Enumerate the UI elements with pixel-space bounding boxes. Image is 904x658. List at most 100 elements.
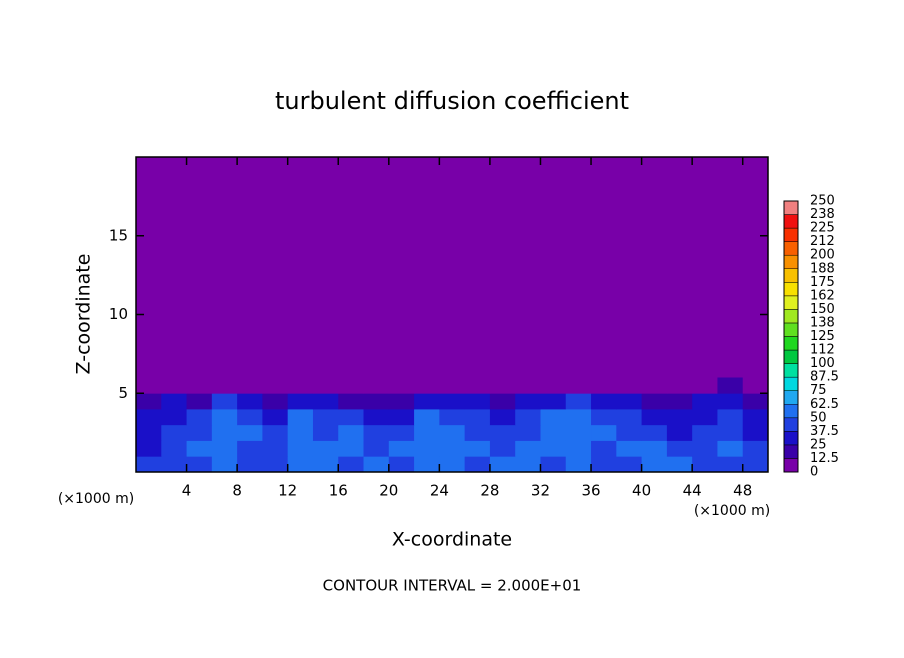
- field-cell: [540, 456, 567, 473]
- field-cell: [312, 409, 339, 426]
- field-cell: [237, 377, 263, 394]
- colorbar-label: 212: [810, 234, 835, 249]
- field-cell: [616, 424, 642, 441]
- colorbar-label: 225: [810, 221, 835, 236]
- field-cell: [515, 409, 541, 426]
- field-cell: [591, 456, 617, 473]
- field-cell: [616, 393, 642, 410]
- field-cell: [742, 456, 769, 473]
- colorbar-label: 200: [810, 248, 835, 263]
- field-cell: [717, 424, 744, 441]
- field-cell: [489, 409, 516, 426]
- x-tick-label: 12: [278, 482, 297, 500]
- y-axis-label: Z-coordinate: [73, 254, 95, 375]
- field-cell: [489, 456, 516, 473]
- field-cell: [439, 440, 466, 457]
- field-cell: [338, 456, 364, 473]
- field-cell: [489, 393, 516, 410]
- field-cell: [211, 393, 238, 410]
- field-cell: [136, 377, 162, 394]
- field-cell: [439, 424, 466, 441]
- field-cell: [287, 424, 314, 441]
- field-cell: [464, 424, 491, 441]
- field-cell: [136, 393, 162, 410]
- field-cell: [262, 456, 289, 473]
- field-cell: [186, 440, 213, 457]
- field-cell: [717, 456, 744, 473]
- field-cell: [489, 440, 516, 457]
- colorbar-label: 37.5: [810, 424, 839, 439]
- field-cell: [692, 440, 718, 457]
- field-cell: [287, 377, 314, 394]
- field-cell: [388, 440, 415, 457]
- colorbar-label: 50: [810, 410, 827, 425]
- x-tick-label: 28: [480, 482, 499, 500]
- x-tick-label: 48: [733, 482, 752, 500]
- field-cell: [666, 424, 693, 441]
- y-tick-label: 10: [109, 305, 128, 323]
- colorbar-band: [783, 336, 799, 351]
- field-cell: [414, 456, 440, 473]
- field-cell: [136, 440, 162, 457]
- colorbar-band: [783, 376, 799, 391]
- colorbar-label: 138: [810, 315, 835, 330]
- field-cell: [540, 393, 567, 410]
- colorbar-band: [783, 444, 799, 459]
- field-cell: [287, 393, 314, 410]
- field-cell: [211, 377, 238, 394]
- colorbar-label: 62.5: [810, 397, 839, 412]
- field-cell: [489, 377, 516, 394]
- field-cell: [692, 424, 718, 441]
- field-cell: [161, 377, 187, 394]
- x-tick-label: 8: [232, 482, 242, 500]
- field-cell: [540, 377, 567, 394]
- colorbar-label: 87.5: [810, 370, 839, 385]
- field-cell: [742, 377, 769, 394]
- field-cell: [692, 393, 718, 410]
- field-cell: [388, 456, 415, 473]
- field-cell: [186, 393, 213, 410]
- field-cell: [161, 424, 187, 441]
- field-cell: [641, 424, 668, 441]
- field-cell: [136, 409, 162, 426]
- field-cell: [489, 424, 516, 441]
- field-cell: [338, 440, 364, 457]
- field-cell: [742, 409, 769, 426]
- field-cell: [312, 393, 339, 410]
- colorbar-band: [783, 200, 799, 215]
- field-cell: [338, 424, 364, 441]
- field-cell: [616, 440, 642, 457]
- colorbar-band: [783, 363, 799, 378]
- field-cell: [211, 409, 238, 426]
- field-cell: [666, 440, 693, 457]
- x-axis-label: X-coordinate: [392, 529, 512, 551]
- colorbar-band: [783, 458, 799, 473]
- field-cell: [464, 409, 491, 426]
- colorbar-label: 188: [810, 261, 835, 276]
- field-cell: [540, 424, 567, 441]
- field-cell: [312, 424, 339, 441]
- field-cell: [211, 440, 238, 457]
- field-cell: [464, 393, 491, 410]
- field-cell: [287, 440, 314, 457]
- field-cell: [338, 377, 364, 394]
- x-tick-label: 32: [531, 482, 550, 500]
- colorbar-label: 150: [810, 302, 835, 317]
- colorbar-label: 175: [810, 275, 835, 290]
- colorbar-band: [783, 349, 799, 364]
- field-cell: [742, 424, 769, 441]
- field-cell: [692, 456, 718, 473]
- field-cell: [414, 377, 440, 394]
- field-cell: [717, 393, 744, 410]
- colorbar-band: [783, 295, 799, 310]
- field-cell: [262, 440, 289, 457]
- annotation: CONTOUR INTERVAL = 2.000E+01: [323, 577, 582, 595]
- field-cell: [363, 440, 390, 457]
- field-cell: [641, 456, 668, 473]
- field-cell: [591, 393, 617, 410]
- field-cell: [262, 393, 289, 410]
- x-tick-label: 40: [632, 482, 651, 500]
- field-cell: [161, 393, 187, 410]
- field-cell: [717, 409, 744, 426]
